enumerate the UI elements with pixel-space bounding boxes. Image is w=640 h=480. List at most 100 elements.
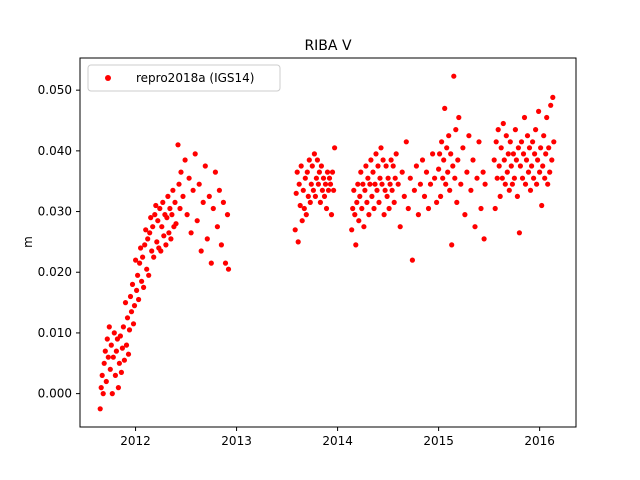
data-point: [167, 205, 173, 212]
data-point: [128, 309, 135, 315]
data-point: [294, 169, 300, 175]
data-point: [204, 236, 210, 242]
data-point: [452, 175, 458, 181]
data-point: [409, 257, 415, 263]
data-point: [530, 139, 536, 145]
data-point: [522, 181, 529, 187]
x-axis: 2012 2013 2014 2015 2016: [120, 427, 555, 448]
data-point: [395, 181, 401, 187]
data-point: [535, 157, 541, 163]
data-point: [319, 187, 325, 193]
data-point: [458, 181, 464, 187]
data-point: [182, 157, 188, 163]
data-point: [163, 242, 169, 248]
data-point: [550, 94, 556, 100]
data-point: [153, 202, 159, 209]
data-point: [496, 163, 502, 169]
data-point: [175, 142, 181, 148]
data-point: [434, 199, 440, 205]
data-point: [363, 163, 369, 169]
data-point: [380, 157, 386, 163]
data-point: [208, 260, 214, 266]
data-point: [547, 169, 553, 175]
data-point: [353, 242, 359, 248]
data-point: [107, 366, 113, 372]
data-point: [513, 157, 520, 163]
data-point: [531, 175, 537, 181]
data-point: [148, 215, 154, 221]
data-point: [222, 260, 229, 266]
y-tick-label: 0.030: [38, 205, 72, 219]
data-point: [124, 315, 131, 321]
data-point: [115, 385, 121, 391]
data-point: [390, 163, 396, 169]
scatter-points: [97, 73, 557, 412]
data-point: [157, 205, 163, 212]
data-point: [224, 212, 231, 218]
data-point: [444, 145, 450, 151]
data-point: [299, 218, 305, 224]
x-tick-label: 2014: [322, 434, 353, 448]
data-point: [161, 233, 167, 239]
data-point: [293, 190, 299, 196]
data-point: [169, 212, 175, 218]
data-point: [453, 127, 459, 133]
data-point: [176, 181, 182, 187]
data-point: [300, 187, 306, 193]
data-point: [190, 187, 196, 193]
data-point: [438, 193, 444, 199]
data-point: [511, 175, 517, 181]
data-point: [126, 327, 133, 333]
data-point: [212, 169, 218, 175]
data-point: [527, 187, 534, 193]
data-point: [376, 199, 382, 205]
plot-frame: [79, 57, 577, 428]
data-point: [539, 202, 545, 209]
data-point: [442, 105, 448, 111]
data-point: [102, 348, 108, 354]
data-point: [495, 127, 501, 133]
data-point: [154, 239, 160, 245]
y-tick-label: 0.050: [38, 83, 72, 97]
legend-label: repro2018a (IGS14): [136, 71, 254, 85]
data-point: [101, 360, 107, 366]
data-point: [454, 199, 460, 205]
data-point: [184, 212, 190, 218]
data-point: [441, 157, 447, 163]
x-tick-label: 2012: [120, 434, 151, 448]
data-point: [314, 157, 320, 163]
data-point: [538, 145, 544, 151]
data-point: [476, 139, 482, 145]
data-point: [551, 139, 557, 145]
data-point: [543, 151, 549, 157]
data-point: [505, 151, 511, 157]
data-point: [329, 169, 336, 175]
data-point: [401, 193, 407, 199]
data-point: [417, 181, 423, 187]
data-point: [120, 324, 126, 330]
data-point: [315, 181, 321, 187]
data-point: [164, 215, 170, 221]
data-point: [464, 169, 470, 175]
data-point: [214, 224, 220, 230]
data-point: [121, 357, 127, 363]
data-point: [379, 181, 385, 187]
data-point: [317, 199, 323, 205]
data-point: [292, 227, 298, 233]
data-point: [370, 169, 376, 175]
data-point: [117, 333, 123, 339]
data-point: [374, 187, 380, 193]
data-point: [492, 205, 498, 212]
data-point: [537, 169, 543, 175]
data-point: [456, 114, 462, 121]
data-point: [500, 120, 506, 127]
data-point: [145, 236, 151, 242]
data-point: [403, 139, 409, 145]
data-point: [302, 175, 308, 181]
data-point: [110, 354, 116, 360]
data-point: [507, 139, 513, 145]
data-point: [106, 324, 112, 330]
data-point: [389, 187, 395, 193]
data-point: [326, 175, 333, 181]
data-point: [493, 139, 499, 145]
